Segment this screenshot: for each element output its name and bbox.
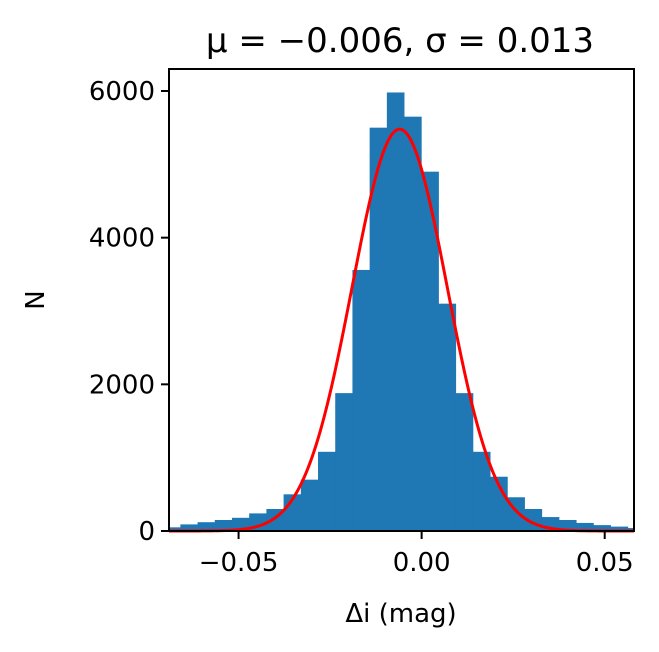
histogram-bar bbox=[404, 116, 422, 532]
histogram-bar bbox=[318, 451, 336, 531]
histogram-bar bbox=[455, 393, 474, 531]
histogram-bar bbox=[369, 127, 388, 532]
histogram-bar bbox=[576, 522, 594, 531]
y-axis-label: N bbox=[21, 290, 51, 309]
y-tick-label: 6000 bbox=[89, 77, 155, 107]
histogram-bar bbox=[593, 525, 611, 531]
plot-frame bbox=[168, 68, 635, 532]
x-tick-label: 0.00 bbox=[393, 548, 451, 578]
chart-title: μ = −0.006, σ = 0.013 bbox=[206, 21, 594, 61]
histogram-bar bbox=[197, 522, 216, 531]
histogram-bar bbox=[610, 526, 629, 531]
y-tick-label: 2000 bbox=[89, 370, 155, 400]
histogram-bar bbox=[438, 303, 457, 531]
histogram-bar bbox=[214, 520, 233, 531]
y-tick-label: 4000 bbox=[89, 224, 155, 254]
x-axis-label: Δi (mag) bbox=[345, 599, 456, 629]
histogram-bar bbox=[300, 479, 319, 531]
histogram-bar bbox=[490, 476, 508, 531]
bars-layer bbox=[169, 92, 635, 532]
histogram-bar bbox=[386, 92, 405, 531]
x-tick-label: −0.05 bbox=[199, 548, 279, 578]
y-axis: 0 2000 4000 6000 bbox=[89, 77, 169, 547]
x-axis: −0.05 0.00 0.05 bbox=[199, 531, 634, 578]
histogram-bar bbox=[421, 171, 439, 531]
y-tick-label: 0 bbox=[138, 517, 155, 547]
gaussian-fit-curve bbox=[169, 127, 634, 533]
histogram-bar bbox=[472, 451, 491, 531]
histogram-bar bbox=[169, 527, 181, 531]
histogram-bar bbox=[352, 269, 371, 531]
x-tick-label: 0.05 bbox=[576, 548, 634, 578]
histogram-bar bbox=[335, 393, 353, 531]
histogram-bar bbox=[558, 520, 577, 531]
histogram-bar bbox=[180, 524, 198, 531]
